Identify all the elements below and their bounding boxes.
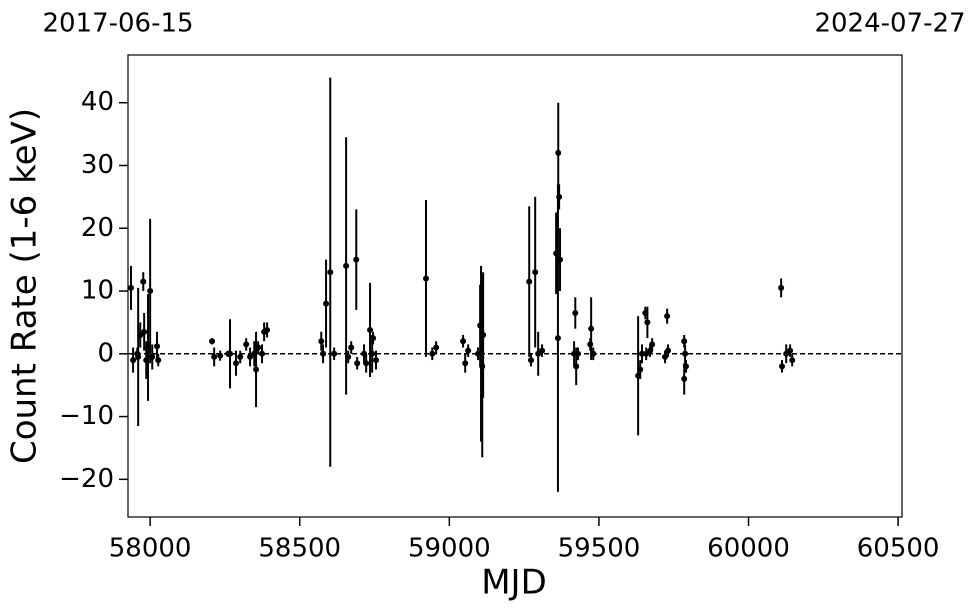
data-point [348,344,355,351]
data-point [681,338,688,345]
data-point [130,357,137,364]
data-point [681,375,688,382]
data-point [243,341,250,348]
data-point [460,338,467,345]
date-start: 2017-06-15 [42,9,193,39]
data-point [373,357,380,364]
data-point [557,256,564,263]
plot-frame [127,54,903,518]
data-point [253,366,260,373]
data-point [665,347,672,354]
data-point [370,335,377,342]
data-point [255,344,262,351]
data-point [233,360,240,367]
data-point [637,366,644,373]
x-tick-label: 59500 [558,534,641,564]
data-point [556,193,563,200]
data-point [422,275,429,282]
y-tick-label: −20 [59,464,114,494]
data-point [127,284,134,291]
x-tick-label: 59000 [408,534,491,564]
data-point [574,350,581,357]
data-point [367,326,374,333]
data-point [135,353,142,360]
data-point [539,347,546,354]
data-point [433,344,440,351]
data-point [778,284,785,291]
data-point [343,262,350,269]
data-point [211,353,218,360]
x-tick-label: 60500 [857,534,940,564]
data-point [363,360,370,367]
y-tick-label: 30 [81,150,114,180]
data-point [465,347,472,354]
date-end: 2024-07-27 [814,9,965,39]
y-tick-label: 0 [97,338,114,368]
data-point [429,350,436,357]
data-point [555,149,562,156]
y-tick-label: 40 [81,87,114,117]
data-point [639,350,646,357]
y-tick-label: −10 [59,401,114,431]
data-point [779,363,786,370]
data-point [227,350,234,357]
data-point [528,357,535,364]
y-axis-label: Count Rate (1-6 keV) [5,108,45,464]
data-point [664,313,671,320]
data-point [209,338,216,345]
data-point [462,360,469,367]
data-point [588,325,595,332]
data-point [682,363,689,370]
data-point [662,353,669,360]
data-point [345,353,352,360]
data-point [141,328,148,335]
data-point [323,300,330,307]
data-point [532,269,539,276]
data-point [480,331,487,338]
data-point [682,350,689,357]
data-point [789,357,796,364]
data-point [354,360,361,367]
x-axis-label: MJD [481,563,547,603]
data-point [155,357,162,364]
data-point [318,338,325,345]
data-point [554,335,561,342]
y-tick-label: 10 [81,276,114,306]
x-tick-label: 58000 [109,534,192,564]
data-point [247,353,254,360]
data-point [644,319,651,326]
data-point [787,347,794,354]
x-tick-label: 58500 [258,534,341,564]
data-point [264,326,271,333]
data-point [237,353,244,360]
y-tick-label: 20 [81,213,114,243]
data-point [154,343,161,350]
data-point [590,350,597,357]
x-tick-label: 60000 [707,534,790,564]
data-point [353,256,360,263]
data-point [572,309,579,316]
data-point [140,278,147,285]
data-point [149,353,156,360]
data-point [320,350,327,357]
data-point [649,341,656,348]
data-point [147,288,154,295]
data-point [369,350,376,357]
data-point [327,269,334,276]
data-point [259,350,266,357]
data-point [573,363,580,370]
data-point [331,350,338,357]
data-point [526,278,533,285]
data-point [217,352,224,359]
